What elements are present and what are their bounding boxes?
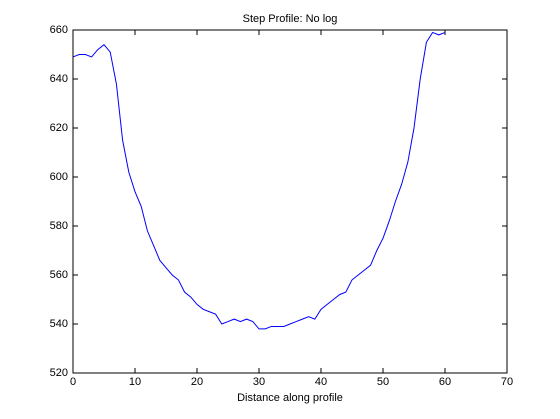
x-tick-label: 50 (377, 376, 389, 388)
y-tick-label: 520 (50, 367, 68, 379)
x-tick-label: 70 (501, 376, 513, 388)
data-line (72, 31, 446, 330)
axes-box (72, 29, 508, 374)
y-tick-label: 660 (50, 24, 68, 36)
x-tick-label: 10 (129, 376, 141, 388)
x-tick-label: 0 (70, 376, 76, 388)
x-tick-label: 60 (439, 376, 451, 388)
x-tick-label: 40 (315, 376, 327, 388)
x-tick-label: 20 (191, 376, 203, 388)
y-tick-label: 580 (50, 220, 68, 232)
chart-title: Step Profile: No log (243, 13, 338, 25)
y-tick-label: 540 (50, 318, 68, 330)
x-tick-label: 30 (253, 376, 265, 388)
y-tick-label: 640 (50, 73, 68, 85)
plot-area (73, 30, 507, 373)
y-tick-label: 600 (50, 171, 68, 183)
x-axis-label: Distance along profile (237, 392, 343, 404)
y-tick-label: 620 (50, 122, 68, 134)
y-tick-label: 560 (50, 269, 68, 281)
